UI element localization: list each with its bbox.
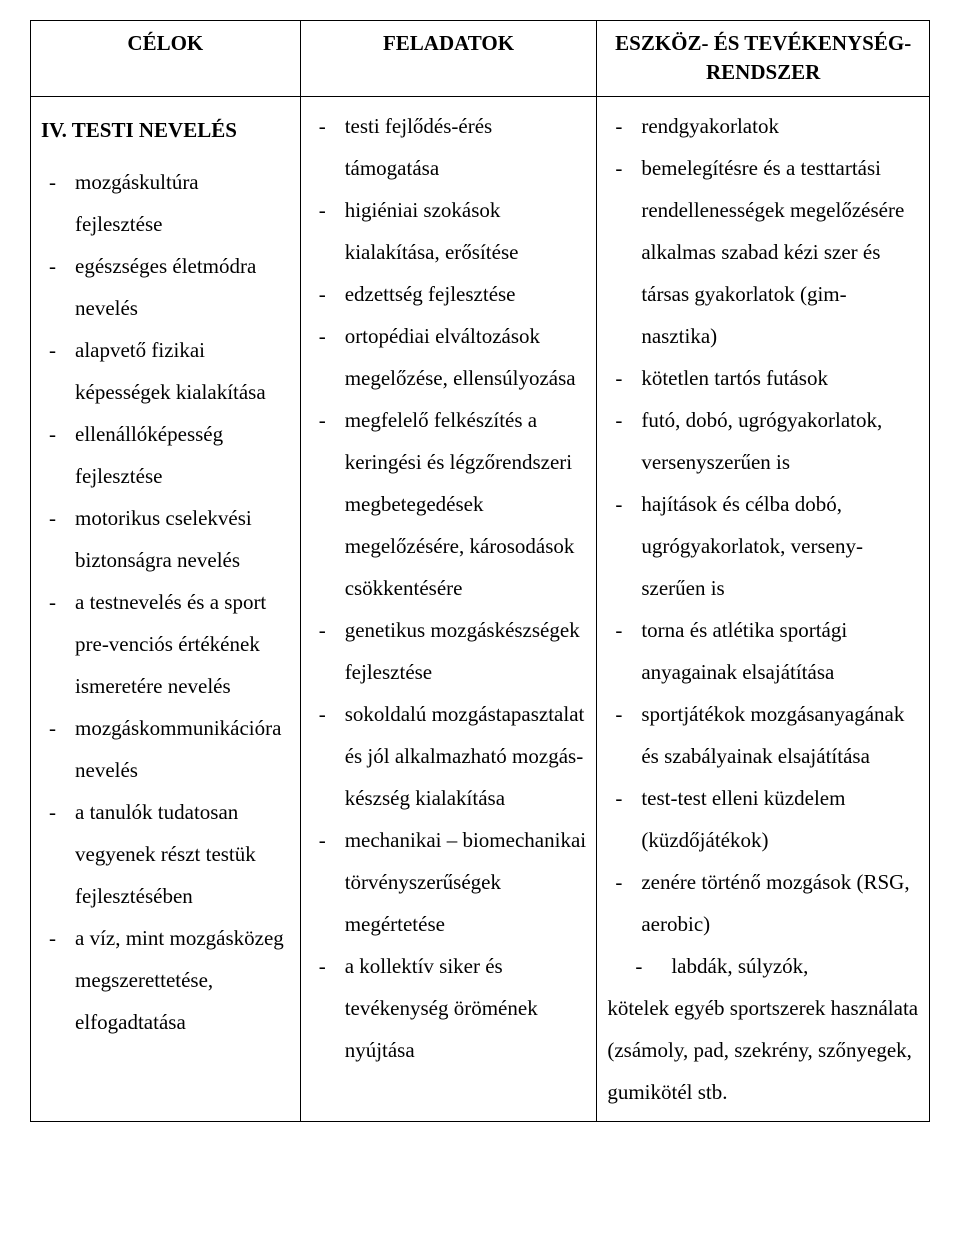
list-item: genetikus mozgáskészségek fejlesztése: [311, 609, 587, 693]
list-item: egészséges életmódra nevelés: [41, 245, 290, 329]
cell-eszkoz: rendgyakorlatok bemelegítésre és a testt…: [597, 96, 930, 1121]
list-item: futó, dobó, ugrógyakorlatok, versenyszer…: [607, 399, 919, 483]
list-item: edzettség fejlesztése: [311, 273, 587, 315]
feladatok-list: testi fejlődés-érés támogatása higiéniai…: [311, 105, 587, 1071]
list-item: mozgáskultúra fejlesztése: [41, 161, 290, 245]
section-title: IV. TESTI NEVELÉS: [41, 109, 290, 151]
header-celok: CÉLOK: [31, 21, 301, 97]
list-item: motorikus cselekvési biztonságra nevelés: [41, 497, 290, 581]
list-item: alapvető fizikai képességek kialakítása: [41, 329, 290, 413]
celok-list: mozgáskultúra fejlesztése egészséges éle…: [41, 161, 290, 1043]
table-header-row: CÉLOK FELADATOK ESZKÖZ- ÉS TEVÉKENYSÉG-R…: [31, 21, 930, 97]
cell-celok: IV. TESTI NEVELÉS mozgáskultúra fejleszt…: [31, 96, 301, 1121]
list-item: mechanikai – biomechanikai törvényszerűs…: [311, 819, 587, 945]
list-item: a kollektív siker és tevékenység öröméne…: [311, 945, 587, 1071]
eszkoz-list: rendgyakorlatok bemelegítésre és a testt…: [607, 105, 919, 987]
list-item: sportjátékok mozgásanyagának és szabálya…: [607, 693, 919, 777]
list-item: bemelegítésre és a testtartási rendellen…: [607, 147, 919, 357]
list-item: a testnevelés és a sport pre-venciós ért…: [41, 581, 290, 707]
eszkoz-trailing-text: kötelek egyéb sportszerek használata (zs…: [607, 987, 919, 1113]
list-item: zenére történő mozgások (RSG, aerobic): [607, 861, 919, 945]
list-item: higiéniai szokások kialakítása, erősítés…: [311, 189, 587, 273]
header-eszkoz: ESZKÖZ- ÉS TEVÉKENYSÉG-RENDSZER: [597, 21, 930, 97]
list-item: a tanulók tudatosan vegyenek részt testü…: [41, 791, 290, 917]
list-item: megfelelő felkészítés a keringési és lég…: [311, 399, 587, 609]
list-item: ellenállóképesség fejlesztése: [41, 413, 290, 497]
list-item: testi fejlődés-érés támogatása: [311, 105, 587, 189]
list-item: hajítások és célba dobó, ugrógyakorlatok…: [607, 483, 919, 609]
list-item: sokoldalú mozgástapasztalat és jól alkal…: [311, 693, 587, 819]
list-item: ortopédiai elváltozások megelőzése, elle…: [311, 315, 587, 399]
list-item: rendgyakorlatok: [607, 105, 919, 147]
cell-feladatok: testi fejlődés-érés támogatása higiéniai…: [300, 96, 597, 1121]
table-content-row: IV. TESTI NEVELÉS mozgáskultúra fejleszt…: [31, 96, 930, 1121]
list-item-indented: labdák, súlyzók,: [607, 945, 919, 987]
header-feladatok: FELADATOK: [300, 21, 597, 97]
curriculum-table: CÉLOK FELADATOK ESZKÖZ- ÉS TEVÉKENYSÉG-R…: [30, 20, 930, 1122]
document-page: CÉLOK FELADATOK ESZKÖZ- ÉS TEVÉKENYSÉG-R…: [0, 0, 960, 1142]
list-item: kötetlen tartós futások: [607, 357, 919, 399]
list-item: mozgáskommunikációra nevelés: [41, 707, 290, 791]
list-item: test-test elleni küzdelem (küzdőjátékok): [607, 777, 919, 861]
list-item: a víz, mint mozgásközeg megszerettetése,…: [41, 917, 290, 1043]
list-item: torna és atlétika sportági anyagainak el…: [607, 609, 919, 693]
